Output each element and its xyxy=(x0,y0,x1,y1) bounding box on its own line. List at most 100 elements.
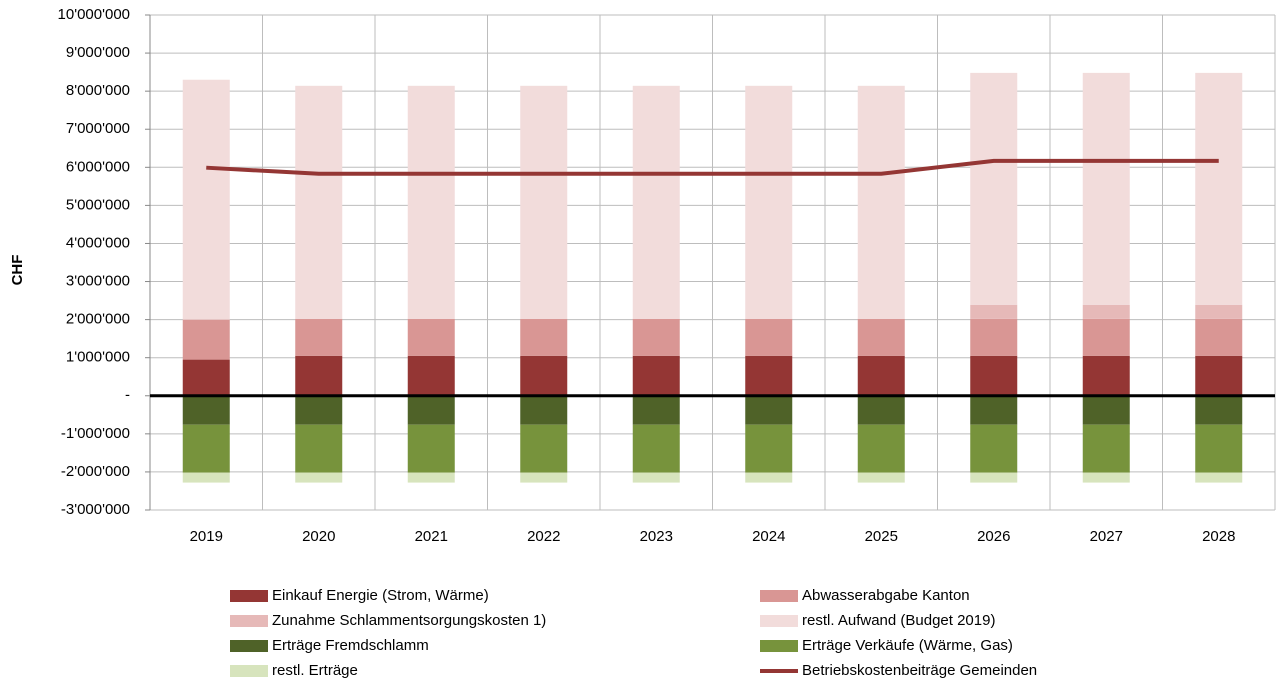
bar-segment xyxy=(1082,304,1130,319)
legend-swatch xyxy=(760,640,798,652)
legend-swatch xyxy=(230,615,268,627)
bar-segment xyxy=(407,395,455,425)
bar-segment xyxy=(632,355,680,396)
bar-segment xyxy=(295,318,343,356)
y-tick-label: 1'000'000 xyxy=(66,349,130,366)
legend-label: Erträge Fremdschlamm xyxy=(272,637,429,654)
bar-segment xyxy=(182,424,230,473)
bar-segment xyxy=(407,85,455,319)
legend-label: Zunahme Schlammentsorgungskosten 1) xyxy=(272,612,546,629)
bar-segment xyxy=(1082,72,1130,305)
x-tick-label: 2024 xyxy=(752,528,785,545)
y-tick-label: -3'000'000 xyxy=(61,501,130,518)
bar-segment xyxy=(520,355,568,396)
bar-segment xyxy=(1195,318,1243,356)
legend-swatch xyxy=(230,590,268,602)
bar-segment xyxy=(632,85,680,319)
legend-swatch xyxy=(230,640,268,652)
x-tick-label: 2025 xyxy=(865,528,898,545)
x-tick-label: 2026 xyxy=(977,528,1010,545)
y-tick-label: 3'000'000 xyxy=(66,273,130,290)
bar-segment xyxy=(295,395,343,425)
bar-segment xyxy=(857,355,905,396)
x-tick-label: 2027 xyxy=(1090,528,1123,545)
y-tick-label: -2'000'000 xyxy=(61,463,130,480)
bar-segment xyxy=(970,304,1018,319)
bar-segment xyxy=(745,355,793,396)
y-tick-label: - xyxy=(125,387,130,404)
bar-segment xyxy=(1195,72,1243,305)
bar-segment xyxy=(407,355,455,396)
bar-segment xyxy=(1195,304,1243,319)
bar-segment xyxy=(520,472,568,483)
bar-segment xyxy=(295,424,343,473)
bar-segment xyxy=(1195,472,1243,483)
y-tick-label: 7'000'000 xyxy=(66,120,130,137)
legend-label: Abwasserabgabe Kanton xyxy=(802,587,970,604)
bar-segment xyxy=(745,318,793,356)
bar-segment xyxy=(970,395,1018,425)
bar-segment xyxy=(182,359,230,396)
bar-segment xyxy=(745,85,793,319)
y-tick-label: 10'000'000 xyxy=(58,6,130,23)
x-tick-label: 2019 xyxy=(190,528,223,545)
bar-segment xyxy=(520,395,568,425)
bar-segment xyxy=(745,395,793,425)
bar-segment xyxy=(632,395,680,425)
legend-swatch xyxy=(760,615,798,627)
bar-segment xyxy=(857,424,905,473)
y-tick-label: 9'000'000 xyxy=(66,44,130,61)
bar-segment xyxy=(1082,355,1130,396)
bar-segment xyxy=(1082,318,1130,356)
bar-segment xyxy=(970,318,1018,356)
y-tick-label: 5'000'000 xyxy=(66,196,130,213)
bar-segment xyxy=(857,85,905,319)
bar-segment xyxy=(182,395,230,425)
x-tick-label: 2022 xyxy=(527,528,560,545)
bar-segment xyxy=(182,472,230,483)
bar-segment xyxy=(745,472,793,483)
legend-label: restl. Aufwand (Budget 2019) xyxy=(802,612,995,629)
line-series xyxy=(206,158,1219,176)
y-tick-label: -1'000'000 xyxy=(61,425,130,442)
y-axis-label: CHF xyxy=(9,255,26,286)
bar-segment xyxy=(295,85,343,319)
bar-segment xyxy=(407,318,455,356)
bar-segment xyxy=(1082,472,1130,483)
legend-label: restl. Erträge xyxy=(272,662,358,679)
bar-segment xyxy=(295,472,343,483)
bar-segment xyxy=(632,424,680,473)
x-tick-label: 2028 xyxy=(1202,528,1235,545)
bar-segment xyxy=(1195,355,1243,396)
bar-segment xyxy=(520,85,568,319)
bar-segment xyxy=(1195,395,1243,425)
bar-segment xyxy=(1195,424,1243,473)
y-tick-label: 8'000'000 xyxy=(66,82,130,99)
bar-segment xyxy=(520,424,568,473)
bar-segment xyxy=(182,319,230,360)
bar-segment xyxy=(295,355,343,396)
bar-segment xyxy=(970,355,1018,396)
y-tick-label: 4'000'000 xyxy=(66,234,130,251)
bar-segment xyxy=(182,79,230,320)
legend-label: Erträge Verkäufe (Wärme, Gas) xyxy=(802,637,1013,654)
bar-segment xyxy=(632,318,680,356)
x-tick-label: 2023 xyxy=(640,528,673,545)
y-tick-label: 6'000'000 xyxy=(66,158,130,175)
y-tick-label: 2'000'000 xyxy=(66,311,130,328)
bar-segment xyxy=(745,424,793,473)
bar-segment xyxy=(1082,395,1130,425)
bar-segment xyxy=(857,472,905,483)
legend-swatch xyxy=(230,665,268,677)
bar-segment xyxy=(407,424,455,473)
bar-segment xyxy=(407,472,455,483)
bar-segment xyxy=(970,472,1018,483)
bar-segment xyxy=(632,472,680,483)
bar-segment xyxy=(970,424,1018,473)
legend-label: Einkauf Energie (Strom, Wärme) xyxy=(272,587,489,604)
bar-segment xyxy=(970,72,1018,305)
x-tick-label: 2021 xyxy=(415,528,448,545)
x-tick-label: 2020 xyxy=(302,528,335,545)
legend-label: Betriebskostenbeiträge Gemeinden xyxy=(802,662,1037,679)
